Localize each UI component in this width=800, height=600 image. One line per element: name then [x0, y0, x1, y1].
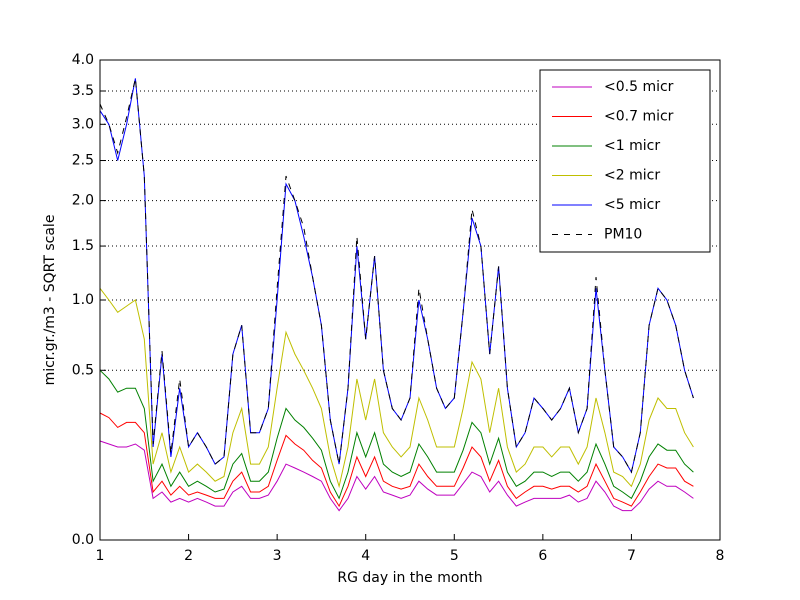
legend-label: <0.7 micr [604, 109, 674, 125]
plot-frame [99, 59, 721, 541]
x-tick-label: 8 [716, 548, 725, 564]
x-tick-label: 1 [96, 548, 105, 564]
series-line [99, 412, 694, 508]
legend-label: <0.5 micr [604, 79, 674, 95]
y-tick-label: 1.0 [72, 292, 94, 308]
series-line [99, 440, 694, 512]
legend-label: PM10 [604, 227, 642, 243]
series-line [99, 78, 694, 474]
series-line [99, 369, 694, 500]
y-tick-label: 1.5 [72, 238, 94, 254]
x-tick-label: 4 [361, 548, 370, 564]
y-tick-label: 0.5 [72, 362, 94, 378]
series-line [99, 287, 694, 489]
y-tick-label: 0.0 [72, 532, 94, 548]
legend-label: <5 micr [604, 197, 660, 213]
x-axis-label: RG day in the month [337, 570, 482, 586]
y-tick-label: 4.0 [72, 52, 94, 68]
x-tick-label: 7 [627, 548, 636, 564]
y-tick-label: 3.0 [72, 116, 94, 132]
x-tick-label: 2 [184, 548, 193, 564]
legend-label: <2 micr [604, 168, 660, 184]
legend-box [539, 69, 711, 253]
y-tick-label: 2.5 [72, 153, 94, 169]
y-tick-label: 3.5 [72, 83, 94, 99]
legend-label: <1 micr [604, 138, 660, 154]
x-tick-label: 3 [273, 548, 282, 564]
y-tick-label: 2.0 [72, 193, 94, 209]
x-tick-label: 5 [450, 548, 459, 564]
y-axis-label: micr.gr./m3 - SQRT scale [42, 215, 58, 386]
x-tick-label: 6 [538, 548, 547, 564]
